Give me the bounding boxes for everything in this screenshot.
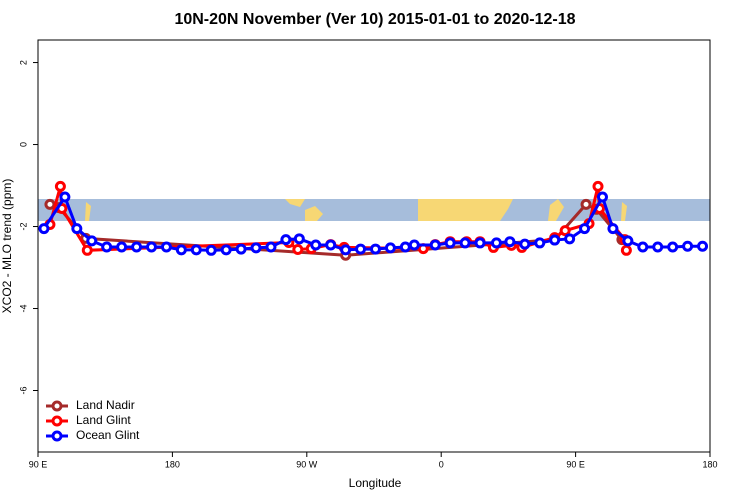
y-tick-label: -4	[18, 305, 28, 313]
x-tick-label: 90 E	[29, 459, 48, 469]
point	[519, 238, 531, 250]
legend-marker	[51, 430, 63, 442]
point	[116, 241, 128, 253]
map-strip	[38, 199, 710, 221]
point	[564, 233, 576, 245]
point	[355, 243, 367, 255]
x-tick-label: 90 W	[296, 459, 318, 469]
point	[280, 234, 292, 246]
point	[235, 243, 247, 255]
y-tick-label: -2	[18, 223, 28, 231]
point	[384, 242, 396, 254]
x-tick-label: 90 E	[566, 459, 585, 469]
x-tick-label: 180	[165, 459, 180, 469]
x-tick-label: 180	[702, 459, 717, 469]
point	[490, 237, 502, 249]
y-tick-label: 2	[18, 60, 28, 65]
x-tick-label: 0	[439, 459, 444, 469]
point	[145, 241, 157, 253]
point	[220, 244, 232, 256]
point	[86, 235, 98, 247]
point	[250, 242, 262, 254]
point	[534, 237, 546, 249]
point	[160, 241, 172, 253]
point	[44, 198, 56, 210]
point	[340, 244, 352, 256]
point	[559, 225, 571, 237]
point	[474, 237, 486, 249]
point	[620, 244, 632, 256]
point	[622, 235, 634, 247]
y-tick-label: 0	[18, 142, 28, 147]
map-land	[85, 199, 627, 221]
point	[459, 237, 471, 249]
x-axis-label: Longitude	[349, 476, 402, 490]
point	[175, 244, 187, 256]
point	[607, 223, 619, 235]
chart-title: 10N-20N November (Ver 10) 2015-01-01 to …	[174, 11, 575, 28]
point	[293, 233, 305, 245]
point	[549, 234, 561, 246]
point	[54, 180, 66, 192]
point	[399, 241, 411, 253]
point	[592, 180, 604, 192]
point	[579, 223, 591, 235]
y-axis-label: XCO2 - MLO trend (ppm)	[0, 179, 14, 314]
legend-marker	[51, 415, 63, 427]
point	[697, 240, 709, 252]
point	[504, 236, 516, 248]
point	[101, 241, 113, 253]
point	[265, 241, 277, 253]
point	[131, 241, 143, 253]
point	[580, 198, 592, 210]
legend-label: Land Nadir	[76, 398, 135, 412]
point	[429, 239, 441, 251]
point	[190, 244, 202, 256]
point	[369, 243, 381, 255]
legend-label: Land Glint	[76, 413, 131, 427]
legend-marker	[51, 400, 63, 412]
point	[596, 191, 608, 203]
point	[59, 191, 71, 203]
plot-frame	[37, 39, 711, 453]
point	[637, 241, 649, 253]
y-tick-label: -6	[18, 386, 28, 394]
legend-label: Ocean Glint	[76, 428, 140, 442]
point	[682, 240, 694, 252]
point	[292, 243, 304, 255]
point	[38, 223, 50, 235]
point	[71, 223, 83, 235]
point	[444, 237, 456, 249]
point	[310, 239, 322, 251]
point	[408, 239, 420, 251]
point	[325, 239, 337, 251]
point	[667, 241, 679, 253]
point	[205, 244, 217, 256]
point	[652, 241, 664, 253]
point	[81, 244, 93, 256]
